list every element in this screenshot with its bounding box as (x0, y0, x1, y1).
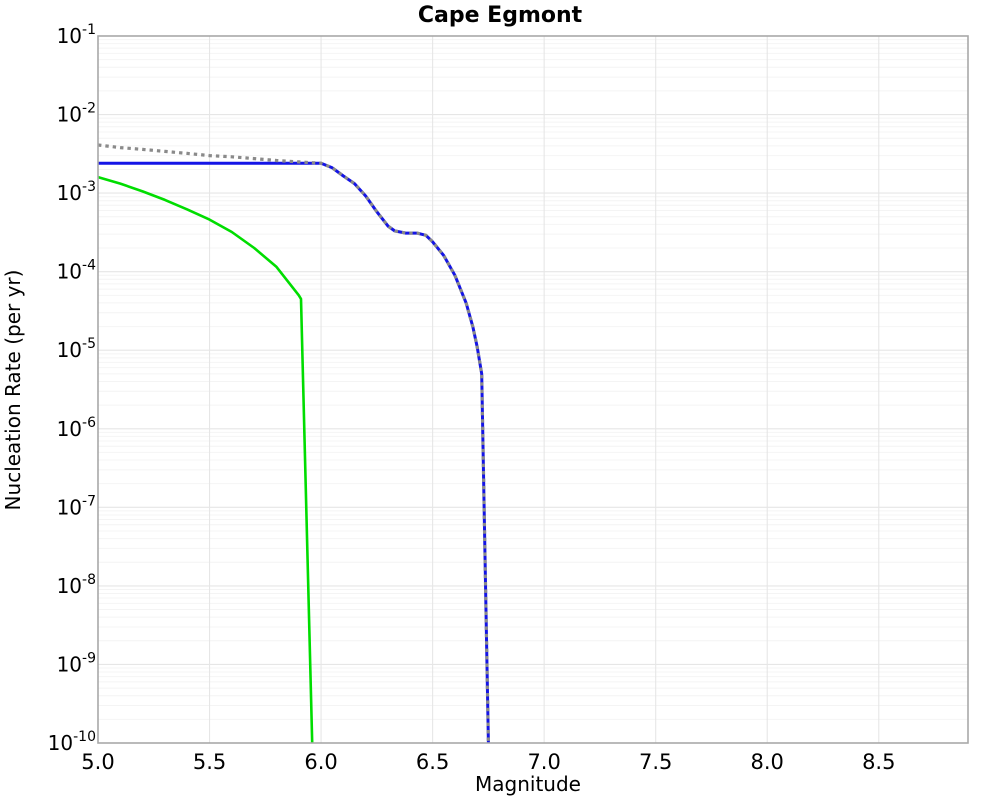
x-axis-label: Magnitude (475, 772, 581, 796)
x-tick-label: 6.5 (416, 750, 449, 774)
y-tick-label: 10-10 (48, 729, 96, 755)
series-lines (97, 143, 490, 744)
x-tick-label: 7.5 (639, 750, 672, 774)
y-tick-label: 10-2 (57, 101, 96, 127)
x-tick-label: 8.0 (751, 750, 784, 774)
y-tick-label: 10-6 (57, 415, 97, 441)
blue-solid-rate-curve-line (98, 161, 490, 744)
y-tick-label: 10-3 (57, 179, 96, 205)
y-axis-tick-labels: 10-1 10-2 10-3 10-4 10-5 10-6 10-7 10-8 10-9 10-1… (48, 22, 96, 755)
y-tick-label: 10-4 (57, 258, 97, 284)
x-tick-label: 5.5 (193, 750, 226, 774)
chart-title: Cape Egmont (418, 3, 583, 28)
y-tick-label: 10-8 (57, 572, 96, 598)
y-tick-label: 10-5 (57, 336, 96, 362)
y-tick-label: 10-9 (57, 650, 96, 676)
grid-major-lines (98, 36, 968, 743)
grid-minor-lines (98, 39, 968, 720)
x-tick-label: 8.5 (862, 750, 895, 774)
x-tick-label: 6.0 (304, 750, 337, 774)
x-tick-label: 7.0 (527, 750, 560, 774)
x-axis-tick-labels: 5.0 5.5 6.0 6.5 7.0 7.5 8.0 8.5 (81, 750, 895, 774)
x-tick-label: 5.0 (81, 750, 114, 774)
y-axis-label: Nucleation Rate (per yr) (1, 270, 25, 511)
y-tick-label: 10-1 (57, 22, 96, 48)
y-tick-label: 10-7 (57, 493, 96, 519)
green-solid-rate-curve-line (97, 175, 314, 744)
plot-frame (97, 35, 969, 744)
gray-dotted-rate-curve-line (97, 143, 490, 744)
